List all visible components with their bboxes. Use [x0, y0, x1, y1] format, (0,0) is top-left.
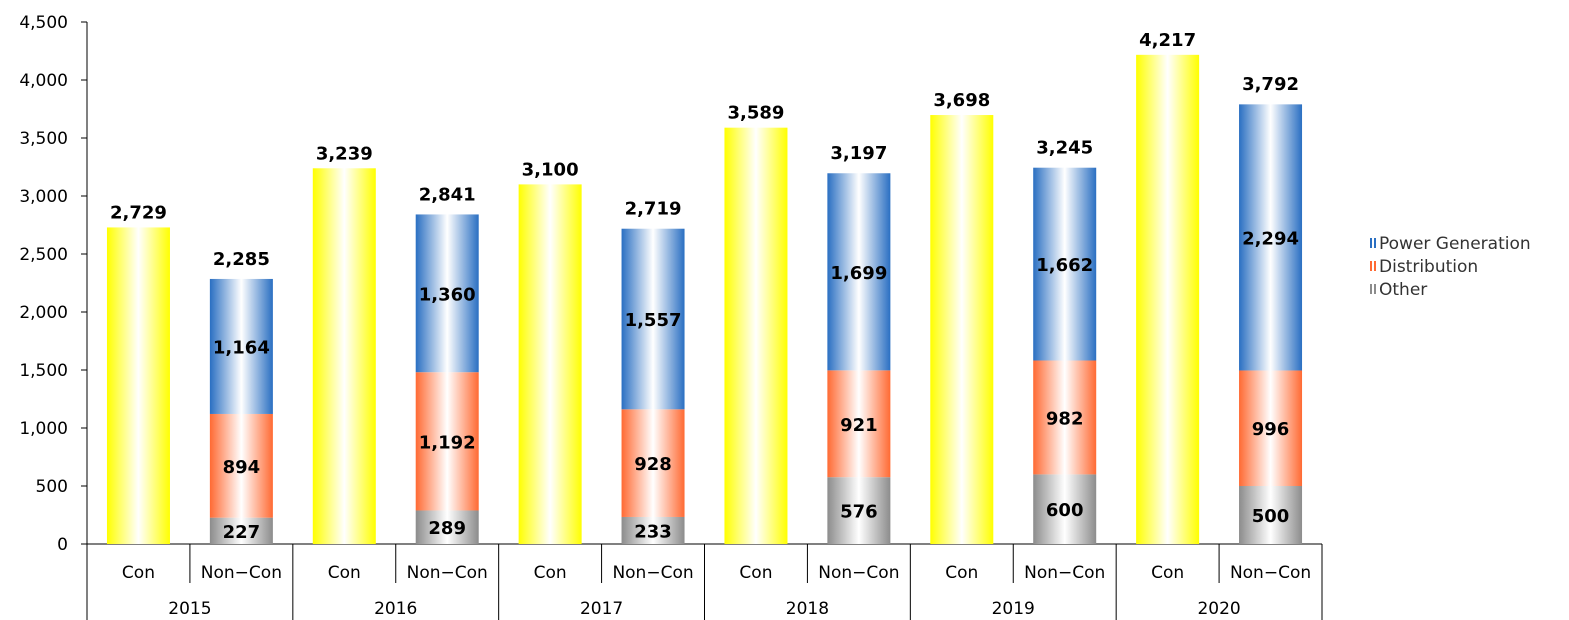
y-tick-label: 500 [36, 477, 68, 497]
group-label: 2017 [580, 599, 623, 619]
con-total-label: 3,239 [316, 143, 373, 164]
con-bar [106, 227, 170, 544]
group-label: 2016 [374, 599, 417, 619]
y-tick-label: 1,000 [19, 419, 68, 439]
segment-label: 921 [840, 415, 878, 436]
non-con-segment-power-generation [827, 173, 891, 371]
subcategory-label: Non−Con [818, 563, 899, 583]
bars [106, 54, 1303, 545]
non-con-segment-distribution [415, 372, 479, 511]
segment-label: 1,557 [625, 310, 682, 331]
con-bar [930, 115, 994, 545]
legend-swatch [1370, 238, 1372, 248]
segment-label: 227 [223, 522, 261, 543]
subcategory-label: Non−Con [201, 563, 282, 583]
con-total-label: 3,589 [727, 103, 784, 124]
group-label: 2018 [786, 599, 829, 619]
non-con-segment-power-generation [415, 214, 479, 373]
subcategory-label: Non−Con [407, 563, 488, 583]
non-con-segment-power-generation [1239, 104, 1303, 371]
subcategory-label: Non−Con [1230, 563, 1311, 583]
con-bar [518, 184, 582, 544]
non-con-total-label: 3,197 [830, 143, 887, 164]
non-con-segment-distribution [209, 413, 273, 518]
segment-label: 500 [1252, 506, 1290, 527]
subcategory-label: Con [739, 563, 772, 583]
segment-label: 600 [1046, 500, 1084, 521]
group-label: 2019 [992, 599, 1035, 619]
non-con-segment-distribution [827, 370, 891, 478]
y-tick-label: 2,500 [19, 245, 68, 265]
segment-label: 1,699 [830, 263, 887, 284]
legend-label: Power Generation [1379, 234, 1531, 254]
segment-label: 1,164 [213, 337, 270, 358]
subcategory-label: Con [122, 563, 155, 583]
segment-label: 1,192 [419, 432, 476, 453]
non-con-segment-distribution [621, 409, 685, 517]
non-con-segment-distribution [1239, 370, 1303, 486]
axes: 0 500 1,000 1,500 2,000 2,500 3,000 3,500 4,000 4… [19, 13, 1323, 620]
y-tick-label: 3,500 [19, 129, 68, 149]
legend-label: Distribution [1379, 257, 1478, 277]
legend-label: Other [1379, 280, 1427, 300]
con-bar [1136, 54, 1200, 544]
con-bar [724, 127, 788, 545]
subcategory-label: Non−Con [612, 563, 693, 583]
non-con-segment-power-generation [209, 278, 273, 414]
non-con-segment-other [415, 510, 479, 544]
non-con-segment-other [621, 516, 685, 544]
segment-label: 2,294 [1242, 228, 1299, 249]
legend-swatch [1374, 284, 1376, 294]
legend: Power Generation Distribution Other [1370, 234, 1531, 300]
y-tick-label: 4,000 [19, 71, 68, 91]
legend-swatch [1370, 284, 1372, 294]
non-con-segment-other [827, 477, 891, 544]
group-label: 2020 [1197, 599, 1240, 619]
con-total-label: 4,217 [1139, 30, 1196, 51]
segment-label: 576 [840, 502, 878, 523]
segment-label: 289 [428, 518, 466, 539]
y-tick-label: 3,000 [19, 187, 68, 207]
y-tick-label: 4,500 [19, 13, 68, 33]
con-total-label: 3,698 [933, 90, 990, 111]
segment-label: 1,662 [1036, 255, 1093, 276]
non-con-total-label: 2,719 [625, 199, 682, 220]
subcategory-label: Non−Con [1024, 563, 1105, 583]
non-con-total-label: 2,285 [213, 249, 270, 270]
con-total-label: 2,729 [110, 202, 167, 223]
segment-label: 1,360 [419, 284, 476, 305]
non-con-segment-power-generation [621, 228, 685, 410]
subcategory-label: Con [1151, 563, 1184, 583]
data-labels: 2,729 227 894 1,164 2,285 3,239 289 1,192 1,360 2… [110, 30, 1299, 543]
non-con-total-label: 2,841 [419, 184, 476, 205]
non-con-segment-power-generation [1033, 167, 1097, 361]
subcategory-label: Con [328, 563, 361, 583]
segment-label: 982 [1046, 408, 1084, 429]
non-con-total-label: 3,245 [1036, 138, 1093, 159]
non-con-segment-other [1033, 474, 1097, 544]
subcategory-label: Con [945, 563, 978, 583]
segment-label: 233 [634, 521, 672, 542]
legend-swatch [1374, 261, 1376, 271]
y-tick-label: 0 [57, 535, 68, 555]
non-con-segment-distribution [1033, 360, 1097, 475]
y-tick-label: 1,500 [19, 361, 68, 381]
subcategory-label: Con [534, 563, 567, 583]
con-bar [312, 168, 376, 544]
segment-label: 894 [223, 457, 261, 478]
non-con-segment-other [1239, 486, 1303, 544]
con-total-label: 3,100 [522, 159, 579, 180]
non-con-segment-other [209, 517, 273, 544]
y-tick-label: 2,000 [19, 303, 68, 323]
segment-label: 928 [634, 454, 672, 475]
non-con-total-label: 3,792 [1242, 74, 1299, 95]
legend-swatch [1374, 238, 1376, 248]
legend-swatch [1370, 261, 1372, 271]
segment-label: 996 [1252, 419, 1290, 440]
group-label: 2015 [168, 599, 211, 619]
